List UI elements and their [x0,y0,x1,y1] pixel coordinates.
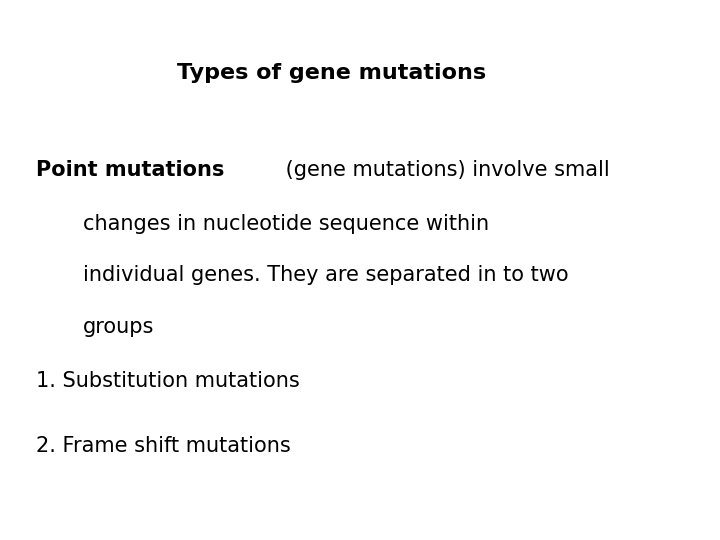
Text: individual genes. They are separated in to two: individual genes. They are separated in … [83,265,568,286]
Text: (gene mutations) involve small: (gene mutations) involve small [279,160,610,180]
Text: 1. Substitution mutations: 1. Substitution mutations [36,370,300,391]
Text: groups: groups [83,316,154,337]
Text: Point mutations: Point mutations [36,160,225,180]
Text: changes in nucleotide sequence within: changes in nucleotide sequence within [83,214,489,234]
Text: Types of gene mutations: Types of gene mutations [176,63,486,83]
Text: 2. Frame shift mutations: 2. Frame shift mutations [36,435,291,456]
